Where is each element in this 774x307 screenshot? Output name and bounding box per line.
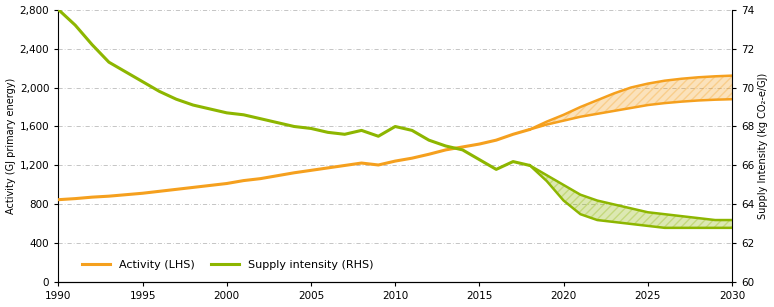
Y-axis label: Supply Intensity (kg CO₂-e/GJ): Supply Intensity (kg CO₂-e/GJ): [759, 73, 769, 219]
Legend: Activity (LHS), Supply intensity (RHS): Activity (LHS), Supply intensity (RHS): [77, 255, 378, 274]
Y-axis label: Activity (GJ primary energy): Activity (GJ primary energy): [5, 78, 15, 214]
